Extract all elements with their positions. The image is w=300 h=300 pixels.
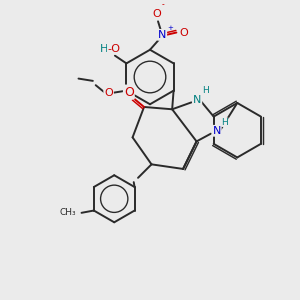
Text: O: O	[179, 28, 188, 38]
Text: H: H	[221, 118, 228, 127]
Text: N: N	[193, 94, 201, 104]
Text: CH₃: CH₃	[59, 208, 76, 217]
Text: H: H	[100, 44, 109, 54]
Text: N: N	[212, 126, 221, 136]
Text: -O: -O	[108, 44, 121, 54]
Text: H: H	[202, 86, 209, 95]
Text: N: N	[158, 30, 166, 40]
Text: -: -	[162, 0, 165, 9]
Text: O: O	[124, 85, 134, 99]
Text: +: +	[167, 25, 173, 31]
Text: O: O	[104, 88, 113, 98]
Text: O: O	[152, 9, 161, 19]
